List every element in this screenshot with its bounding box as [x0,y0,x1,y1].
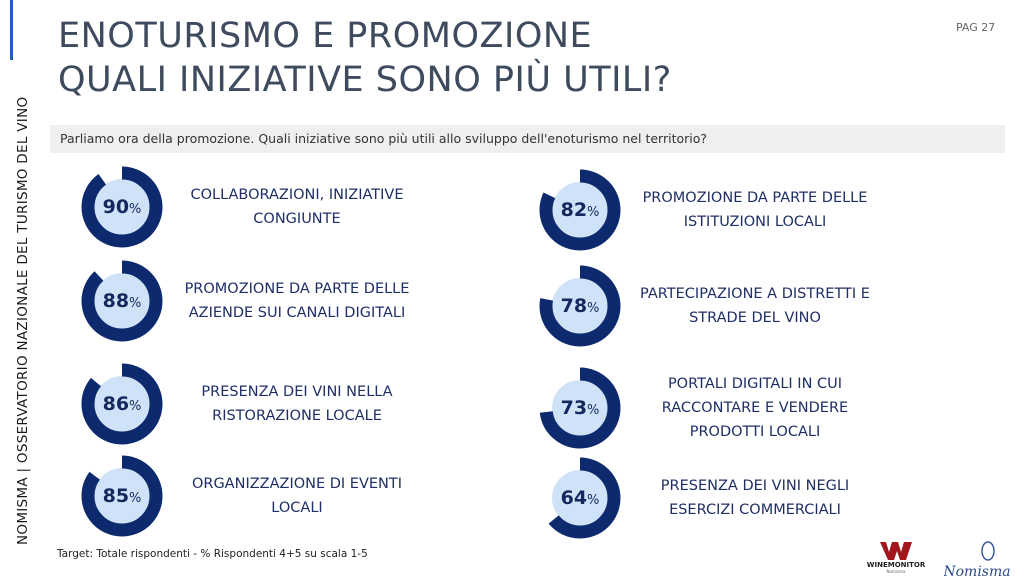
svg-text:Nomisma: Nomisma [887,569,906,574]
percent-value: 82% [560,199,600,221]
nomisma-logo: Nomisma [944,541,1010,580]
title-line-2: QUALI INIZIATIVE SONO PIÙ UTILI? [58,60,672,100]
donut-ring [539,169,621,251]
title-line-1: ENOTURISMO E PROMOZIONE [58,16,593,56]
donut-inner [552,470,608,526]
donut-inner [552,278,608,334]
donut-arc [539,457,621,539]
percent-value: 73% [560,397,600,419]
donut-arc [81,455,163,537]
percent-value: 90% [102,196,142,218]
chart-item: 64% PRESENZA DEI VINI NEGLI ESERCIZI COM… [535,453,995,543]
chart-item: 85% ORGANIZZAZIONE DI EVENTI LOCALI [77,451,537,541]
donut-arc [81,260,163,342]
page-number: PAG 27 [956,21,996,34]
donut-ring [539,367,621,449]
donut-arc [539,169,621,251]
donut-arc [539,367,621,449]
percent-value: 86% [102,393,142,415]
percent-value: 85% [102,485,142,507]
item-label: PORTALI DIGITALI IN CUI RACCONTARE E VEN… [661,376,849,440]
donut-ring [81,166,163,248]
donut-ring [539,457,621,539]
donut-ring [81,260,163,342]
chart-item: 88% PROMOZIONE DA PARTE DELLE AZIENDE SU… [77,256,537,346]
item-label: COLLABORAZIONI, INIZIATIVE CONGIUNTE [190,187,404,227]
donut-inner [94,468,150,524]
donut-arc [81,363,163,445]
accent-bar [10,0,13,60]
question-box: Parliamo ora della promozione. Quali ini… [50,125,1005,153]
chart-item: 82% PROMOZIONE DA PARTE DELLE ISTITUZION… [535,165,995,255]
donut-ring [81,363,163,445]
donut-inner [552,380,608,436]
donut-inner [94,273,150,329]
item-label: PRESENZA DEI VINI NEGLI ESERCIZI COMMERC… [660,478,850,518]
chart-item: 73% PORTALI DIGITALI IN CUI RACCONTARE E… [535,363,995,453]
item-label: PRESENZA DEI VINI NELLA RISTORAZIONE LOC… [201,384,393,424]
sidebar-title: NOMISMA | OSSERVATORIO NAZIONALE DEL TUR… [15,96,31,545]
percent-value: 78% [560,295,600,317]
winemonitor-logo: WINEMONITOR Nomisma [867,542,926,574]
donut-ring [539,265,621,347]
item-label: ORGANIZZAZIONE DI EVENTI LOCALI [191,476,403,516]
page-title: ENOTURISMO E PROMOZIONE QUALI INIZIATIVE… [58,14,672,102]
item-label: PROMOZIONE DA PARTE DELLE AZIENDE SUI CA… [184,281,410,321]
item-label: PARTECIPAZIONE A DISTRETTI E STRADE DEL … [640,286,870,326]
chart-item: 86% PRESENZA DEI VINI NELLA RISTORAZIONE… [77,359,537,449]
footer-note: Target: Totale rispondenti - % Risponden… [57,548,368,560]
chart-item: 90% COLLABORAZIONI, INIZIATIVE CONGIUNTE [77,162,537,252]
chart-item: 78% PARTECIPAZIONE A DISTRETTI E STRADE … [535,261,995,351]
donut-ring [81,455,163,537]
svg-text:WINEMONITOR: WINEMONITOR [867,561,926,569]
percent-value: 64% [560,487,600,509]
donut-inner [94,376,150,432]
donut-inner [94,179,150,235]
svg-text:Nomisma: Nomisma [944,564,1010,580]
item-label: PROMOZIONE DA PARTE DELLE ISTITUZIONI LO… [642,190,868,230]
donut-arc [81,166,163,248]
donut-arc [539,265,621,347]
percent-value: 88% [102,290,142,312]
donut-inner [552,182,608,238]
